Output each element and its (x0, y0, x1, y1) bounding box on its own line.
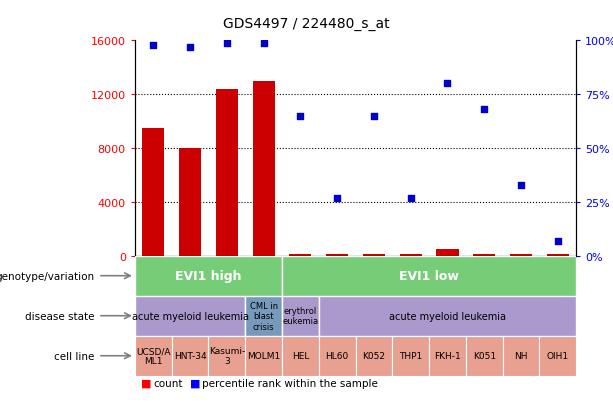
Text: count: count (153, 378, 183, 388)
Bar (135, 336, 172, 376)
Bar (547, 254, 569, 256)
Text: acute myeloid leukemia: acute myeloid leukemia (389, 311, 506, 321)
Text: THP1: THP1 (399, 351, 422, 361)
Text: cell line: cell line (54, 351, 94, 361)
Text: ■: ■ (141, 378, 151, 388)
Point (332, 195, 342, 202)
Point (406, 195, 416, 202)
Bar (245, 296, 282, 336)
Text: percentile rank within the sample: percentile rank within the sample (202, 378, 378, 388)
Point (185, 45, 195, 51)
Text: EVI1 high: EVI1 high (175, 270, 242, 282)
Text: OIH1: OIH1 (547, 351, 569, 361)
Bar (179, 149, 201, 256)
Text: HNT-34: HNT-34 (173, 351, 207, 361)
Bar (400, 254, 422, 256)
Bar (473, 255, 495, 256)
Point (148, 42, 158, 49)
Text: disease state: disease state (25, 311, 94, 321)
Text: FKH-1: FKH-1 (434, 351, 461, 361)
Text: HL60: HL60 (326, 351, 349, 361)
Bar (429, 336, 466, 376)
Bar (319, 296, 576, 336)
Text: MOLM1: MOLM1 (247, 351, 280, 361)
Point (259, 40, 268, 47)
Text: K052: K052 (362, 351, 386, 361)
Bar (539, 336, 576, 376)
Text: GDS4497 / 224480_s_at: GDS4497 / 224480_s_at (223, 17, 390, 31)
Bar (363, 255, 385, 256)
Text: CML in
blast
crisis: CML in blast crisis (249, 301, 278, 331)
Text: genotype/variation: genotype/variation (0, 271, 94, 281)
Bar (356, 336, 392, 376)
Text: ■: ■ (190, 378, 200, 388)
Bar (319, 336, 356, 376)
Bar (392, 336, 429, 376)
Text: erythrol
eukemia: erythrol eukemia (283, 306, 318, 325)
Bar (135, 296, 245, 336)
Text: EVI1 low: EVI1 low (399, 270, 459, 282)
Bar (216, 90, 238, 256)
Point (222, 40, 232, 47)
Bar (282, 256, 576, 296)
Point (516, 182, 526, 188)
Bar (253, 81, 275, 256)
Text: acute myeloid leukemia: acute myeloid leukemia (132, 311, 248, 321)
Point (479, 107, 489, 113)
Bar (282, 296, 319, 336)
Text: HEL: HEL (292, 351, 309, 361)
Bar (245, 336, 282, 376)
Point (295, 113, 305, 120)
Bar (466, 336, 503, 376)
Bar (326, 255, 348, 256)
Bar (289, 254, 311, 256)
Bar (282, 336, 319, 376)
Text: UCSD/A
ML1: UCSD/A ML1 (136, 346, 170, 366)
Text: K051: K051 (473, 351, 496, 361)
Text: NH: NH (514, 351, 528, 361)
Point (369, 113, 379, 120)
Point (443, 81, 452, 88)
Bar (510, 255, 532, 256)
Bar (142, 128, 164, 256)
Point (553, 238, 563, 244)
Bar (135, 256, 282, 296)
Text: Kasumi-
3: Kasumi- 3 (208, 346, 245, 366)
Bar (503, 336, 539, 376)
Bar (172, 336, 208, 376)
Bar (208, 336, 245, 376)
Bar (436, 249, 459, 256)
